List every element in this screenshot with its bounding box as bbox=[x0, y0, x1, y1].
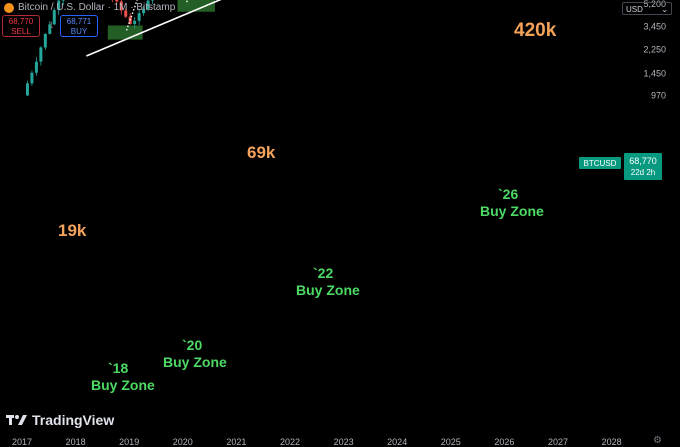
candle-body[interactable] bbox=[151, 0, 155, 1]
candle-body[interactable] bbox=[39, 47, 43, 62]
price-tag[interactable] bbox=[624, 153, 662, 180]
x-tick-label: 2025 bbox=[441, 437, 461, 447]
x-tick-label: 2022 bbox=[280, 437, 300, 447]
y-tick-label: 970 bbox=[651, 90, 666, 100]
gear-icon[interactable]: ⚙ bbox=[653, 435, 662, 446]
price-tag-value: 68,770 bbox=[629, 156, 657, 166]
zone-label-2020: Buy Zone bbox=[163, 354, 227, 370]
y-tick-label: 2,250 bbox=[643, 45, 666, 55]
x-tick-label: 2018 bbox=[66, 437, 86, 447]
zone-year-2022: `22 bbox=[313, 265, 333, 281]
zone-year-2020: `20 bbox=[182, 337, 202, 353]
buy-price: 68,771 bbox=[66, 17, 92, 26]
zone-label-2018: Buy Zone bbox=[91, 377, 155, 393]
candle-body[interactable] bbox=[61, 0, 65, 1]
symbol-header[interactable]: Bitcoin / U.S. Dollar · 1M · Bitstamp bbox=[4, 2, 175, 13]
candle-body[interactable] bbox=[52, 10, 56, 25]
currency-label: USD bbox=[626, 5, 643, 14]
buy-label: BUY bbox=[70, 27, 88, 36]
y-tick-label: 5,200 bbox=[643, 0, 666, 9]
currency-select[interactable]: USD ⌄ bbox=[622, 2, 672, 15]
x-tick-label: 2024 bbox=[387, 437, 407, 447]
candle-body[interactable] bbox=[133, 20, 137, 25]
buy-zone-2020[interactable] bbox=[177, 0, 215, 12]
chevron-down-icon: ⌄ bbox=[661, 5, 668, 14]
candle-body[interactable] bbox=[146, 0, 150, 10]
symbol-title: Bitcoin / U.S. Dollar · 1M · Bitstamp bbox=[18, 2, 176, 13]
y-tick-label: 3,450 bbox=[643, 21, 666, 31]
label-420k: 420k bbox=[514, 20, 557, 41]
channel-lower-line[interactable] bbox=[86, 0, 574, 57]
price-tag-countdown: 22d 2h bbox=[631, 168, 655, 177]
candle-body[interactable] bbox=[115, 0, 119, 2]
bitcoin-icon bbox=[4, 2, 14, 13]
ticker-tag[interactable] bbox=[579, 157, 621, 169]
x-tick-label: 2019 bbox=[119, 437, 139, 447]
candle-body[interactable] bbox=[30, 72, 34, 84]
sell-label: SELL bbox=[11, 27, 31, 36]
ticker-tag-label: BTCUSD bbox=[584, 159, 617, 168]
sell-button[interactable]: 68,770 SELL bbox=[2, 15, 40, 37]
candle-body[interactable] bbox=[124, 10, 128, 17]
x-tick-label: 2028 bbox=[602, 437, 622, 447]
y-tick-label: 1,450 bbox=[643, 68, 666, 78]
candle-body[interactable] bbox=[137, 13, 141, 21]
spread-value: 1 bbox=[49, 21, 54, 30]
x-tick-label: 2017 bbox=[12, 437, 32, 447]
buy-zone-2018[interactable] bbox=[107, 25, 143, 40]
tradingview-icon bbox=[6, 415, 27, 425]
tradingview-logo[interactable]: TradingView bbox=[6, 412, 114, 428]
zone-label-2026: Buy Zone bbox=[480, 203, 544, 219]
x-tick-label: 2020 bbox=[173, 437, 193, 447]
x-tick-label: 2027 bbox=[548, 437, 568, 447]
candle-body[interactable] bbox=[57, 0, 61, 11]
label-69k: 69k bbox=[247, 143, 276, 162]
tradingview-text: TradingView bbox=[32, 412, 115, 428]
candle-body[interactable] bbox=[34, 61, 38, 73]
x-tick-label: 2023 bbox=[334, 437, 354, 447]
label-19k: 19k bbox=[58, 221, 87, 240]
zone-year-2018: `18 bbox=[108, 360, 128, 376]
zone-year-2026: `26 bbox=[498, 186, 518, 202]
x-tick-label: 2026 bbox=[494, 437, 514, 447]
candle-body[interactable] bbox=[43, 33, 47, 48]
candle-body[interactable] bbox=[48, 24, 52, 34]
buy-button[interactable]: 68,771 BUY bbox=[60, 15, 98, 37]
sell-price: 68,770 bbox=[8, 17, 34, 26]
x-tick-label: 2021 bbox=[226, 437, 246, 447]
candle-body[interactable] bbox=[142, 9, 146, 14]
candle-body[interactable] bbox=[25, 83, 29, 96]
candle-body[interactable] bbox=[119, 1, 123, 11]
zone-label-2022: Buy Zone bbox=[296, 282, 360, 298]
